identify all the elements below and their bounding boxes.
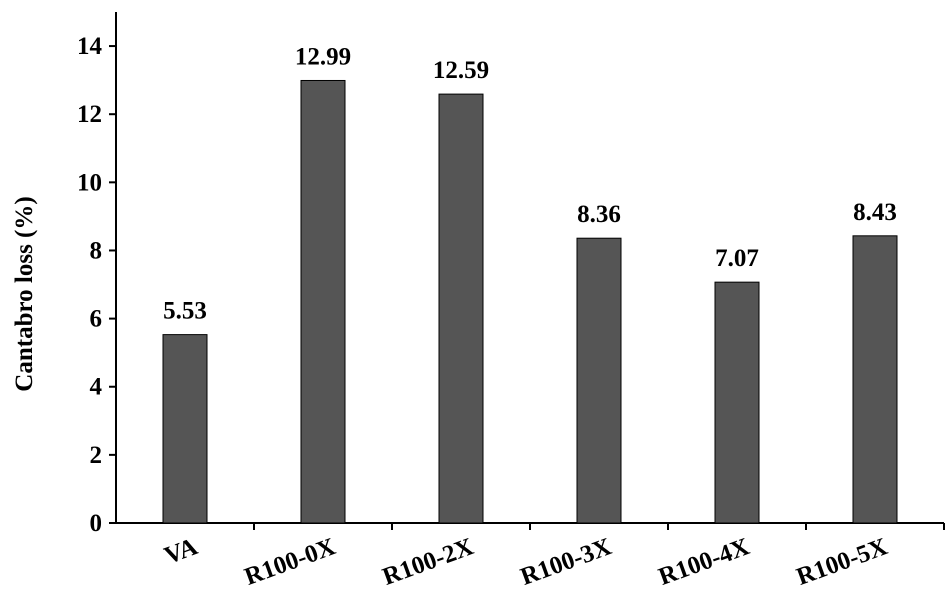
category-label: R100-5X bbox=[793, 533, 891, 591]
category-label: R100-4X bbox=[655, 533, 753, 591]
y-tick-label: 8 bbox=[90, 237, 103, 264]
category-label: R100-0X bbox=[241, 533, 339, 591]
y-tick-label: 12 bbox=[77, 101, 102, 128]
category-label: VA bbox=[161, 533, 201, 570]
data-label: 12.59 bbox=[433, 57, 489, 84]
data-label: 7.07 bbox=[715, 245, 759, 272]
data-label: 8.43 bbox=[853, 199, 897, 226]
category-label: R100-3X bbox=[517, 533, 615, 591]
y-tick-label: 10 bbox=[77, 169, 102, 196]
data-label: 5.53 bbox=[163, 298, 207, 325]
data-label: 8.36 bbox=[577, 201, 621, 228]
bar bbox=[714, 281, 760, 524]
y-tick-label: 14 bbox=[77, 33, 103, 60]
y-tick-label: 4 bbox=[90, 374, 103, 401]
bar bbox=[852, 235, 898, 524]
category-label: R100-2X bbox=[379, 533, 477, 591]
y-tick-label: 0 bbox=[90, 510, 103, 537]
y-tick-label: 6 bbox=[90, 306, 103, 333]
bar bbox=[300, 79, 346, 524]
bar bbox=[438, 93, 484, 524]
plot-area: 0 2 4 6 8 10 12 14 5.53 VA 12.99 R100-0X 12.59 R100-2… bbox=[77, 12, 945, 591]
y-tick-label: 2 bbox=[90, 442, 103, 469]
bar bbox=[576, 237, 622, 524]
y-axis-title: Cantabro loss (%) bbox=[11, 196, 38, 391]
bar bbox=[162, 334, 208, 524]
data-label: 12.99 bbox=[295, 43, 351, 70]
